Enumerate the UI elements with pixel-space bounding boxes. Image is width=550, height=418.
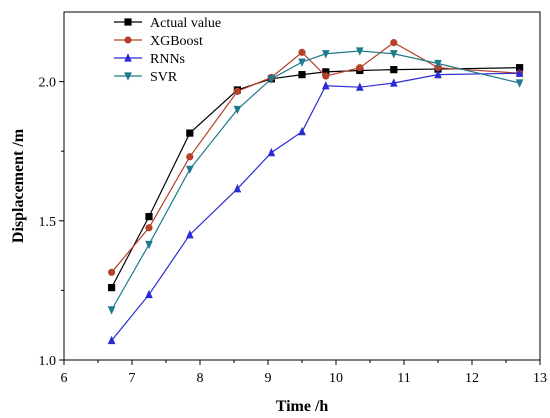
data-point [515,79,524,88]
y-axis: 1.0 1.5 2.0 [39,76,64,369]
data-point [321,50,330,59]
data-point [355,82,364,91]
data-point [321,81,330,90]
data-point [186,153,194,161]
legend-label: SVR [150,70,178,85]
data-point [515,68,524,77]
x-tick-label: 9 [265,371,272,386]
y-tick-label: 1.5 [39,215,57,230]
data-point [145,213,153,221]
legend-item: Actual value [114,16,221,31]
x-tick-label: 7 [129,371,136,386]
series-line [111,50,520,311]
data-point [298,71,306,79]
data-point [356,64,364,72]
legend-label: Actual value [150,16,221,31]
data-point [355,47,364,56]
legend-marker [124,53,132,62]
data-point [434,59,442,69]
data-point [233,105,242,115]
legend-item: SVR [114,70,178,85]
data-point [145,240,153,250]
x-tick-label: 8 [197,371,204,386]
legend-marker [124,18,132,26]
x-axis: 6 7 8 9 10 11 12 13 [61,360,547,386]
y-tick-label: 2.0 [39,76,57,91]
x-tick-label: 10 [329,371,343,386]
data-point [322,72,330,80]
data-point [185,165,194,175]
data-point [107,335,116,345]
data-point [298,126,306,136]
series-layer [107,39,524,345]
data-point [390,39,398,47]
legend-marker [124,72,132,81]
y-axis-title: Displacement /m [10,128,27,243]
data-point [186,129,194,137]
legend-item: XGBoost [114,34,203,49]
data-point [233,184,242,193]
data-point [389,50,398,59]
data-point [267,75,276,84]
data-point [434,69,442,79]
series-2 [107,68,524,345]
series-line [111,72,520,341]
series-3 [107,47,524,315]
data-point [267,147,276,157]
x-tick-label: 13 [533,371,547,386]
data-point [108,268,116,276]
data-point [107,306,116,315]
series-0 [108,64,524,292]
data-point [145,289,153,299]
x-tick-label: 11 [397,371,410,386]
data-point [108,284,116,292]
x-tick-label: 6 [61,371,68,386]
y-tick-label: 1.0 [39,354,57,369]
legend-marker [124,36,132,44]
x-tick-label: 12 [465,371,479,386]
series-line [111,67,520,288]
x-axis-title: Time /h [276,398,329,415]
data-point [233,87,241,95]
legend: Actual value XGBoost RNNs SVR [114,16,221,85]
data-point [389,78,398,87]
data-point [298,58,306,67]
legend-label: XGBoost [150,34,203,49]
data-point [390,66,398,74]
data-point [298,48,306,56]
legend-label: RNNs [150,52,185,67]
legend-item: RNNs [114,52,185,67]
data-point [185,229,194,239]
data-point [145,224,153,232]
